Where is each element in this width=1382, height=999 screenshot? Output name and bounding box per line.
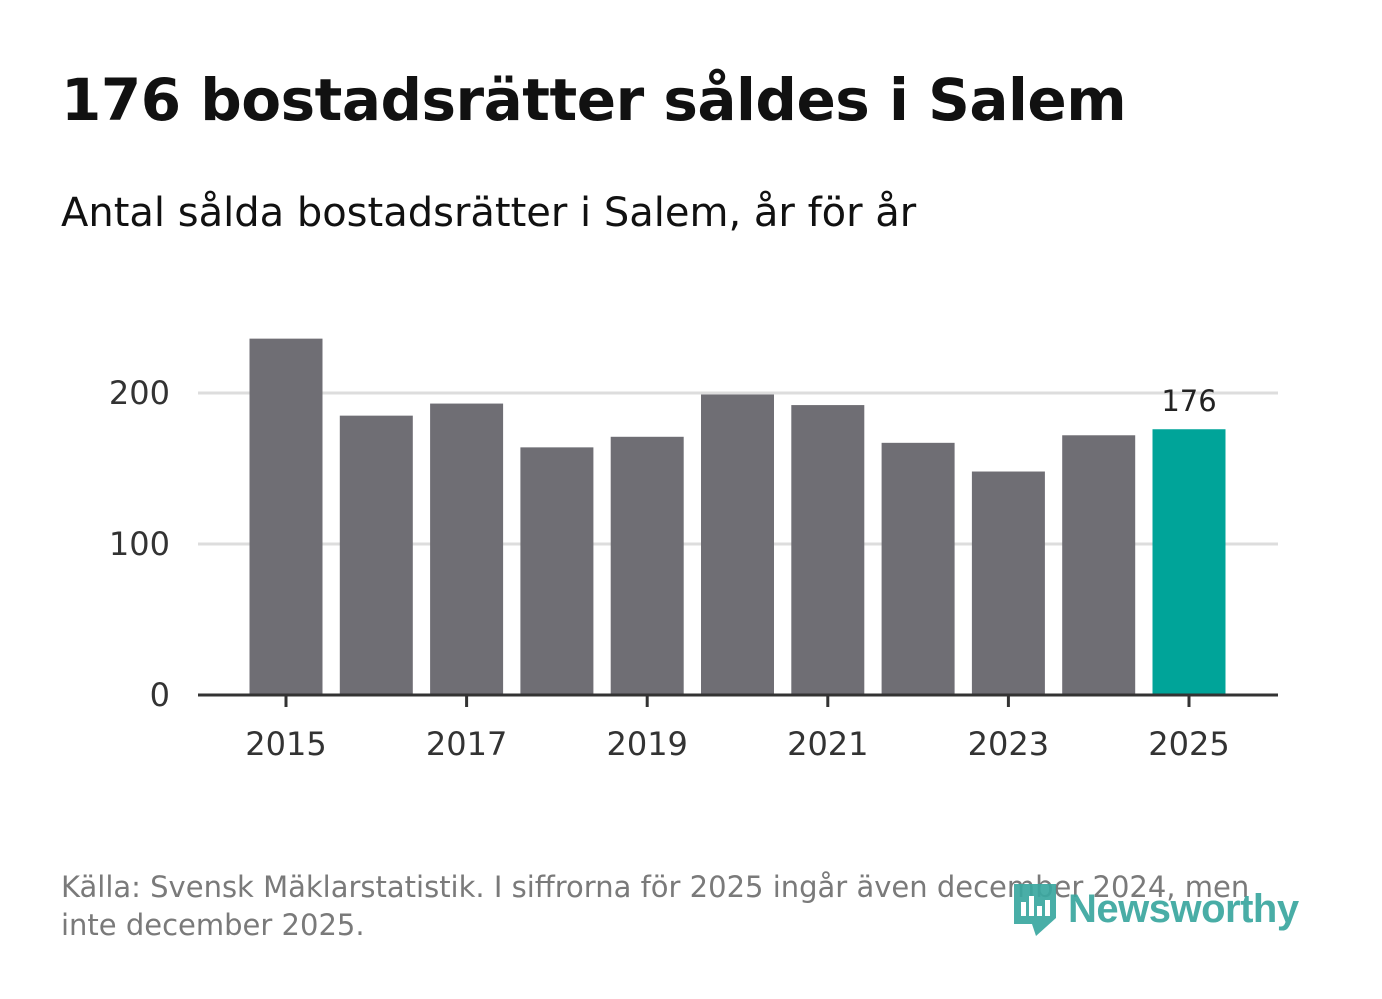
axes	[198, 693, 1278, 707]
bar-2023	[971, 471, 1045, 695]
brand-name: Newsworthy	[1068, 886, 1299, 931]
y-tick-label-100: 100	[109, 525, 170, 563]
bar-2022	[881, 442, 955, 695]
x-tick-label-2015: 2015	[245, 725, 326, 763]
bar-2024	[1062, 435, 1136, 695]
chart-subtitle: Antal sålda bostadsrätter i Salem, år fö…	[61, 190, 917, 236]
x-tick-label-2023: 2023	[968, 725, 1049, 763]
x-tick-label-2017: 2017	[426, 725, 507, 763]
y-tick-label-200: 200	[109, 374, 170, 412]
bars	[249, 338, 1226, 695]
data-label-2025: 176	[1161, 384, 1216, 418]
newsworthy-logo-icon	[1014, 884, 1056, 936]
bar-2015	[249, 338, 323, 695]
x-tick-label-2021: 2021	[787, 725, 868, 763]
x-tick-label-2019: 2019	[606, 725, 687, 763]
bar-2019	[610, 436, 684, 695]
bar-2020	[701, 394, 774, 695]
x-tick-label-2025: 2025	[1148, 725, 1229, 763]
y-tick-label-0: 0	[150, 676, 170, 714]
bar-2017	[430, 403, 504, 695]
chart-title: 176 bostadsrätter såldes i Salem	[61, 66, 1127, 134]
bar-2016	[339, 415, 413, 695]
labels: 0 100 200 2015 2017 2019 2021 2023 2025 176	[109, 374, 1230, 763]
brand-logo: Newsworthy	[1010, 880, 1299, 938]
bar-2021	[791, 405, 865, 695]
bar-2025	[1152, 429, 1226, 695]
bar-2018	[520, 447, 594, 695]
